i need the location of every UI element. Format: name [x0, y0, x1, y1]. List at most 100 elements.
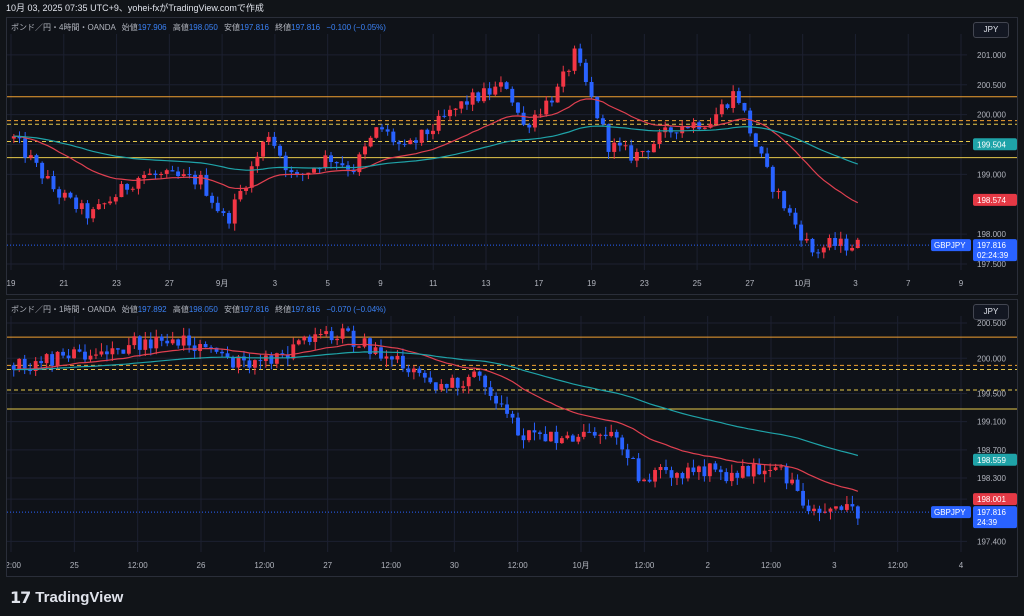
candle-body [651, 143, 656, 153]
y-tick-label: 199.000 [977, 170, 1006, 179]
x-tick-label: 27 [323, 561, 332, 570]
tradingview-logo-icon: 17 [10, 588, 31, 607]
moving-average-short [13, 343, 859, 492]
candle-body [244, 187, 249, 191]
candle-body [742, 102, 747, 111]
candle-body [203, 343, 208, 348]
candle-body [119, 184, 124, 198]
candle-body [642, 479, 647, 482]
candle-body [181, 174, 186, 177]
candle-body [773, 467, 778, 470]
x-tick-label: 17 [534, 279, 543, 288]
candle-body [385, 129, 390, 132]
candle-body [765, 153, 770, 167]
candle-body [335, 338, 340, 341]
candle-body [11, 365, 16, 370]
candle-body [583, 62, 588, 83]
candle-body [192, 345, 197, 351]
candle-body [221, 211, 226, 214]
candle-body [164, 170, 169, 174]
candle-body [242, 356, 246, 361]
candle-body [373, 347, 378, 355]
candle-body [527, 124, 532, 128]
candlestick-chart-1h[interactable]: 200.500 200.000 199.500 199.100 198.700 198.3… [7, 300, 1017, 576]
candle-body [302, 336, 307, 341]
candle-body [362, 338, 367, 347]
candle-body [357, 346, 361, 348]
candle-body [428, 377, 433, 383]
candle-body [22, 358, 27, 369]
chart-panel-4h[interactable]: 201.000200.500200.000199.500199.000198.0… [6, 17, 1018, 295]
candle-body [148, 339, 153, 349]
currency-button[interactable]: JPY [973, 22, 1009, 38]
symbol-tag: GBPJPY [934, 241, 966, 250]
candle-body [258, 360, 263, 362]
candle-body [833, 237, 838, 246]
candle-body [280, 353, 285, 355]
candle-body [623, 145, 628, 147]
candle-body [470, 92, 475, 105]
high-value: 198.050 [188, 305, 218, 314]
price-tag-long-ma-bg [973, 453, 1017, 466]
candle-body [210, 195, 215, 203]
candle-body [595, 96, 600, 119]
candle-body [472, 371, 477, 377]
x-tick-label: 3 [832, 561, 837, 570]
chart-legend: ポンド／円・4時間・OANDA 始値197.906 高値198.050 安値19… [11, 23, 386, 32]
candle-body [707, 463, 712, 477]
candle-body [724, 472, 729, 482]
y-tick-label: 200.000 [977, 111, 1006, 120]
candle-body [532, 430, 537, 433]
candle-body [779, 466, 784, 468]
candle-body [444, 384, 449, 388]
candle-body [855, 506, 860, 519]
candle-body [96, 204, 101, 210]
candlestick-chart-4h[interactable]: 201.000200.500200.000199.500199.000198.0… [7, 18, 1017, 294]
candle-body [455, 377, 460, 388]
candle-body [247, 360, 252, 368]
candle-body [795, 479, 800, 491]
y-tick-label: 201.000 [977, 51, 1006, 60]
candle-body [504, 82, 509, 89]
candle-body [422, 372, 427, 378]
currency-button[interactable]: JPY [973, 304, 1009, 320]
candle-body [50, 354, 55, 366]
candle-body [691, 467, 696, 473]
candle-body [236, 356, 241, 368]
candle-body [238, 190, 243, 200]
x-tick-label: 26 [197, 561, 206, 570]
candle-body [442, 115, 447, 117]
candle-body [51, 176, 56, 190]
price-tag-long-ma: 198.559 [977, 456, 1006, 465]
candle-body [527, 430, 531, 441]
moving-average-long [13, 125, 858, 171]
x-tick-label: 11 [429, 279, 438, 288]
candle-body [510, 413, 515, 418]
chart-panel-1h[interactable]: 200.500 200.000 199.500 199.100 198.700 198.3… [6, 299, 1018, 577]
candle-body [603, 434, 608, 437]
candle-body [731, 91, 736, 108]
candle-body [108, 201, 113, 204]
candle-body [549, 100, 554, 103]
candle-body [143, 339, 148, 350]
candle-body [555, 86, 560, 103]
x-tick-label: 13 [482, 279, 491, 288]
candle-body [850, 504, 855, 507]
candle-body [312, 168, 317, 173]
x-tick-label: 30 [450, 561, 459, 570]
y-tick-label: 198.300 [977, 474, 1006, 483]
candle-body [436, 115, 441, 131]
candle-body [801, 490, 805, 506]
candle-body [658, 466, 663, 471]
x-tick-label: 9 [959, 279, 964, 288]
candle-body [136, 177, 141, 189]
tradingview-logo[interactable]: 17 TradingView [10, 588, 123, 607]
candle-body [521, 112, 526, 125]
candle-body [702, 127, 707, 129]
candle-body [782, 191, 787, 209]
candle-body [395, 355, 400, 360]
symbol-tag-bg [931, 506, 971, 519]
candle-body [374, 127, 379, 138]
candle-body [137, 336, 142, 350]
candle-body [488, 387, 493, 396]
